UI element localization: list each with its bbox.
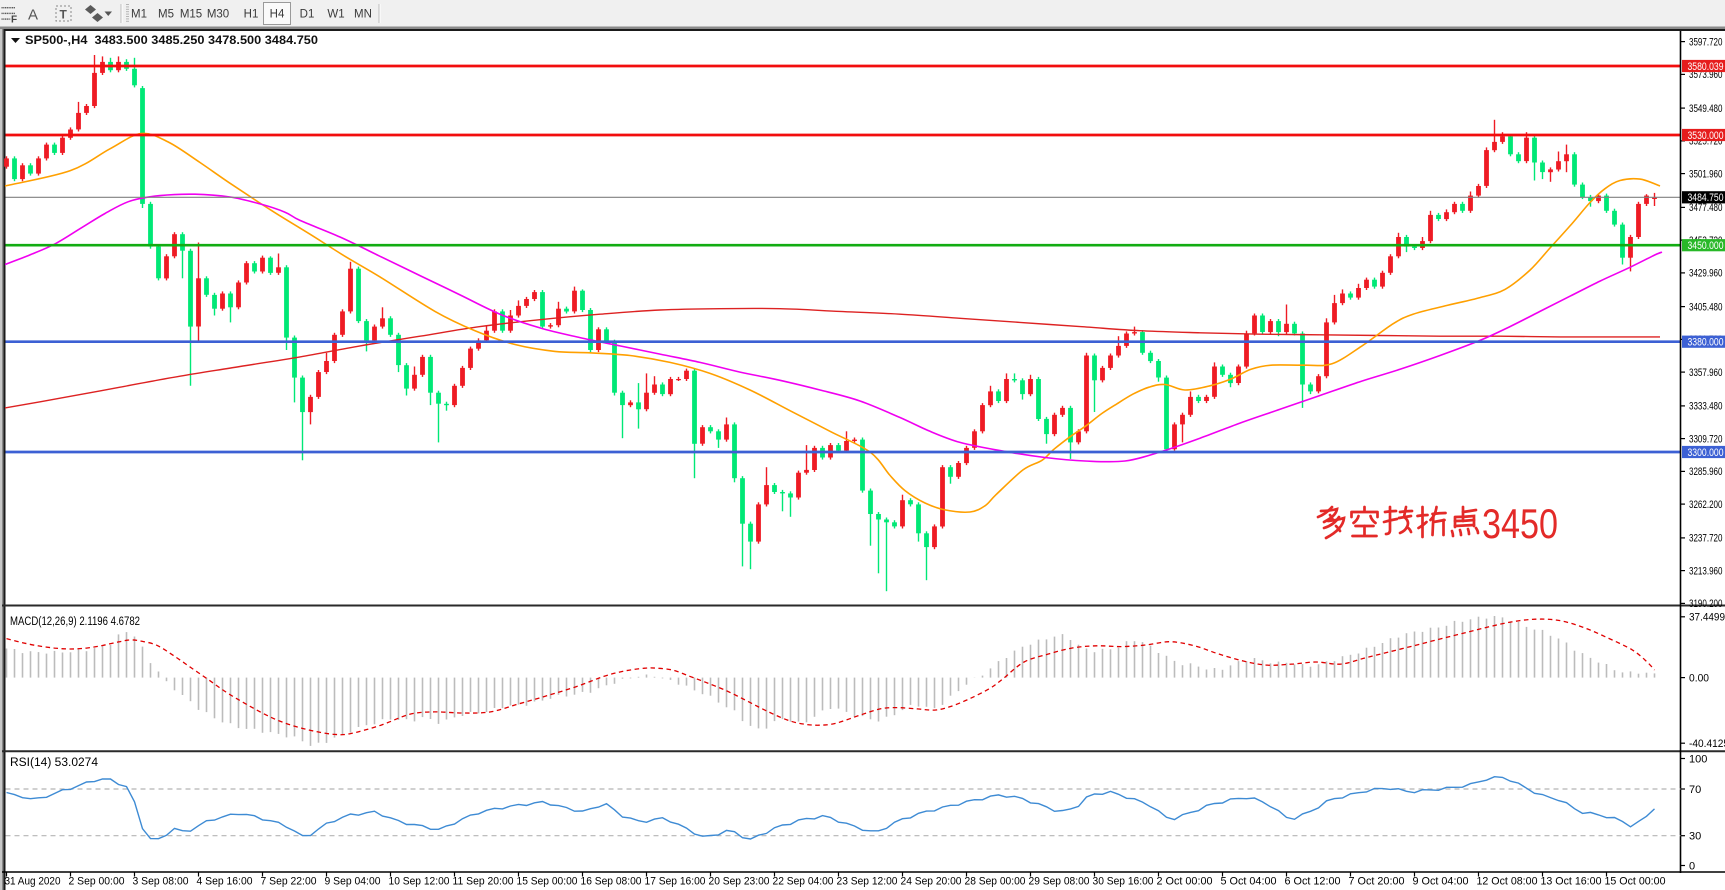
svg-text:3477.480: 3477.480 — [1689, 202, 1723, 214]
svg-text:31 Aug 2020: 31 Aug 2020 — [5, 876, 61, 888]
svg-text:29 Sep 08:00: 29 Sep 08:00 — [1029, 876, 1090, 888]
svg-text:20 Sep 23:00: 20 Sep 23:00 — [709, 876, 770, 888]
svg-text:3300.000: 3300.000 — [1688, 447, 1724, 459]
svg-text:2 Oct 00:00: 2 Oct 00:00 — [1157, 876, 1213, 888]
svg-text:5 Oct 04:00: 5 Oct 04:00 — [1221, 876, 1277, 888]
svg-text:SP500-,H4 3483.500 3485.250 3: SP500-,H4 3483.500 3485.250 3478.500 348… — [25, 33, 318, 47]
svg-text:3405.480: 3405.480 — [1689, 301, 1723, 313]
svg-text:3429.960: 3429.960 — [1689, 268, 1723, 280]
svg-text:3597.720: 3597.720 — [1689, 36, 1723, 48]
svg-text:0.00: 0.00 — [1689, 672, 1709, 684]
svg-text:M5: M5 — [158, 9, 174, 21]
svg-text:A: A — [28, 7, 38, 24]
svg-text:3237.720: 3237.720 — [1689, 533, 1723, 545]
svg-text:3530.000: 3530.000 — [1688, 130, 1724, 142]
svg-text:3573.960: 3573.960 — [1689, 69, 1723, 81]
svg-text:3285.960: 3285.960 — [1689, 466, 1723, 478]
svg-text:37.4499: 37.4499 — [1689, 612, 1725, 624]
svg-text:70: 70 — [1689, 784, 1701, 796]
svg-text:3357.960: 3357.960 — [1689, 367, 1723, 379]
svg-text:F: F — [11, 15, 17, 26]
svg-text:3450: 3450 — [1482, 500, 1558, 547]
svg-text:D1: D1 — [300, 9, 315, 21]
svg-text:3501.960: 3501.960 — [1689, 168, 1723, 180]
svg-text:9 Sep 04:00: 9 Sep 04:00 — [325, 876, 381, 888]
svg-text:7 Sep 22:00: 7 Sep 22:00 — [261, 876, 317, 888]
svg-text:3213.960: 3213.960 — [1689, 565, 1723, 577]
svg-text:3309.720: 3309.720 — [1689, 433, 1723, 445]
svg-text:23 Sep 12:00: 23 Sep 12:00 — [837, 876, 898, 888]
svg-text:30: 30 — [1689, 831, 1701, 843]
svg-text:3549.480: 3549.480 — [1689, 103, 1723, 115]
svg-text:3262.200: 3262.200 — [1689, 499, 1723, 511]
svg-text:30 Sep 16:00: 30 Sep 16:00 — [1093, 876, 1154, 888]
svg-text:3450.000: 3450.000 — [1688, 240, 1724, 252]
svg-text:2 Sep 00:00: 2 Sep 00:00 — [69, 876, 125, 888]
svg-text:3380.000: 3380.000 — [1688, 337, 1724, 349]
svg-text:3190.200: 3190.200 — [1689, 598, 1723, 610]
svg-text:7 Oct 20:00: 7 Oct 20:00 — [1349, 876, 1405, 888]
svg-text:0: 0 — [1689, 860, 1695, 872]
svg-text:3484.750: 3484.750 — [1688, 192, 1724, 204]
svg-text:11 Sep 20:00: 11 Sep 20:00 — [453, 876, 514, 888]
svg-text:T: T — [60, 8, 68, 22]
svg-text:3333.480: 3333.480 — [1689, 401, 1723, 413]
svg-text:17 Sep 16:00: 17 Sep 16:00 — [645, 876, 706, 888]
svg-text:12 Oct 08:00: 12 Oct 08:00 — [1477, 876, 1538, 888]
svg-text:16 Sep 08:00: 16 Sep 08:00 — [581, 876, 642, 888]
svg-text:-40.4125: -40.4125 — [1689, 738, 1725, 750]
svg-text:9 Oct 04:00: 9 Oct 04:00 — [1413, 876, 1469, 888]
svg-text:15 Sep 00:00: 15 Sep 00:00 — [517, 876, 578, 888]
svg-text:MACD(12,26,9) 2.1196 4.6782: MACD(12,26,9) 2.1196 4.6782 — [10, 616, 140, 628]
svg-text:H1: H1 — [244, 9, 259, 21]
svg-text:M15: M15 — [180, 9, 202, 21]
svg-text:28 Sep 00:00: 28 Sep 00:00 — [965, 876, 1026, 888]
svg-text:RSI(14) 53.0274: RSI(14) 53.0274 — [10, 757, 99, 769]
svg-text:13 Oct 16:00: 13 Oct 16:00 — [1541, 876, 1602, 888]
svg-text:3 Sep 08:00: 3 Sep 08:00 — [133, 876, 189, 888]
svg-text:MN: MN — [354, 9, 372, 21]
svg-text:3580.039: 3580.039 — [1688, 61, 1724, 73]
svg-text:4 Sep 16:00: 4 Sep 16:00 — [197, 876, 253, 888]
svg-text:15 Oct 00:00: 15 Oct 00:00 — [1605, 876, 1666, 888]
svg-text:W1: W1 — [327, 9, 344, 21]
svg-text:100: 100 — [1689, 753, 1707, 765]
svg-text:M30: M30 — [207, 9, 229, 21]
svg-text:H4: H4 — [270, 9, 285, 21]
svg-text:24 Sep 20:00: 24 Sep 20:00 — [901, 876, 962, 888]
svg-text:22 Sep 04:00: 22 Sep 04:00 — [773, 876, 834, 888]
svg-text:M1: M1 — [131, 9, 147, 21]
svg-text:10 Sep 12:00: 10 Sep 12:00 — [389, 876, 450, 888]
svg-text:6 Oct 12:00: 6 Oct 12:00 — [1285, 876, 1341, 888]
